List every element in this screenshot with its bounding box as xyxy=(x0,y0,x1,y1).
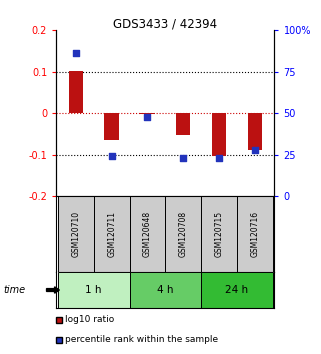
Bar xyxy=(247,113,262,150)
Title: GDS3433 / 42394: GDS3433 / 42394 xyxy=(113,17,217,30)
Bar xyxy=(140,113,155,114)
Bar xyxy=(58,272,130,308)
Point xyxy=(73,51,78,56)
Text: GSM120708: GSM120708 xyxy=(179,211,188,257)
Text: GSM120710: GSM120710 xyxy=(71,211,80,257)
Text: GSM120715: GSM120715 xyxy=(214,211,223,257)
Bar xyxy=(165,196,201,272)
Bar xyxy=(130,196,165,272)
Text: GSM120711: GSM120711 xyxy=(107,211,116,257)
Bar xyxy=(201,272,273,308)
Text: percentile rank within the sample: percentile rank within the sample xyxy=(65,335,218,344)
Point xyxy=(216,155,221,161)
Text: GSM120648: GSM120648 xyxy=(143,211,152,257)
Bar xyxy=(58,196,94,272)
Bar xyxy=(94,196,130,272)
Bar xyxy=(130,272,201,308)
Text: log10 ratio: log10 ratio xyxy=(65,315,114,325)
Bar xyxy=(212,113,226,156)
Text: 4 h: 4 h xyxy=(157,285,174,295)
Text: 1 h: 1 h xyxy=(85,285,102,295)
Text: 24 h: 24 h xyxy=(225,285,248,295)
Text: GSM120716: GSM120716 xyxy=(250,211,259,257)
Bar xyxy=(176,113,190,135)
Bar xyxy=(237,196,273,272)
Point xyxy=(109,154,114,159)
Bar xyxy=(69,71,83,113)
Point xyxy=(145,114,150,119)
Point xyxy=(252,147,257,153)
Bar xyxy=(201,196,237,272)
Bar xyxy=(104,113,119,140)
Point xyxy=(181,155,186,161)
Text: time: time xyxy=(3,285,25,295)
